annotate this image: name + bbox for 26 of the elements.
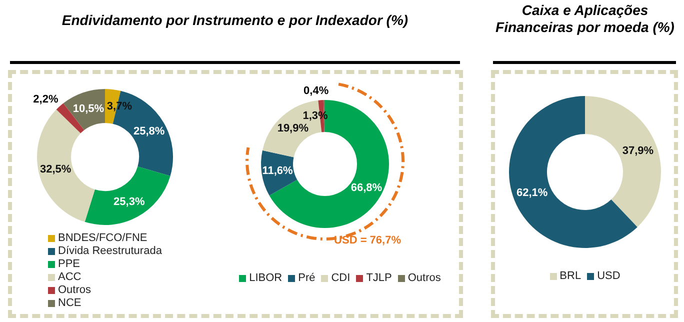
legend-label: ACC [58,271,82,284]
chart-title: Caixa e Aplicações Financeiras por moeda (%) [494,2,676,36]
legend-label: BRL [560,270,582,283]
data-label: 62,1% [516,187,548,200]
data-label: 19,9% [277,122,309,134]
legend-label: USD [597,270,620,283]
legend-label: Dívida Reestruturada [58,245,162,258]
data-label: 25,3% [114,196,145,208]
data-label: 37,9% [622,144,654,157]
legend-label: Outros [408,272,441,285]
data-label: 25,8% [133,125,165,138]
data-label: 2,2% [33,94,58,106]
text: Endividamento por Instrumento e por Indexador (%) [60,12,410,28]
legend-label: Pré [298,272,316,285]
legend-label: NCE [58,297,82,310]
legend-label: PPE [58,258,80,271]
legend-label: BNDES/FCO/FNE [58,232,148,245]
legend-label: TJLP [366,272,392,285]
data-label: 11,6% [262,165,294,178]
legend-label: CDI [331,272,350,285]
data-label: 32,5% [40,164,72,176]
data-label: 10,5% [72,102,104,115]
data-label: 0,4% [304,85,329,98]
legend-label: LIBOR [249,272,282,285]
data-label: 66,8% [350,182,382,194]
legend-label: Outros [58,284,92,297]
